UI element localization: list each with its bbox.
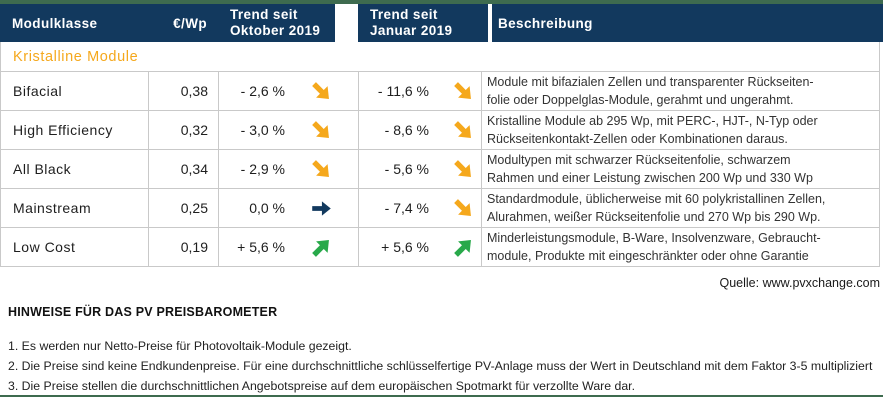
trend-down-icon [451,118,476,143]
module-name-cell: High Efficiency [13,122,113,138]
trend-up-icon [309,235,334,260]
trend-jan-cell: + 5,6 % [358,228,481,266]
trend-jan-cell: - 11,6 % [358,72,481,110]
description-cell: Kristalline Module ab 295 Wp, mit PERC-,… [481,111,879,149]
price-cell: 0,19 [148,228,218,266]
module-name-cell: Low Cost [13,239,76,255]
top-accent-bar [0,0,883,4]
trend-jan-value: - 5,6 % [384,161,429,177]
trend-flat-icon [309,196,334,221]
note-item-2: 2. Die Preise sind keine Endkundenpreise… [8,359,873,373]
description-cell: Standardmodule, üblicherweise mit 60 pol… [481,189,879,227]
trend-oct-value: + 5,6 % [237,239,285,255]
trend-down-icon [309,118,334,143]
table-row: Low Cost 0,19 + 5,6 % + 5,6 % Minderleis… [1,228,879,267]
table-row: High Efficiency 0,32 - 3,0 % - 8,6 % Kri… [1,111,879,150]
module-rows: Bifacial 0,38 - 2,6 % - 11,6 % Module mi… [1,72,879,267]
trend-down-icon [451,79,476,104]
description-cell: Modultypen mit schwarzer Rückseitenfolie… [481,150,879,188]
module-name-cell: Mainstream [13,200,92,216]
trend-oct-cell: 0,0 % [218,189,358,227]
trend-oct-value: - 3,0 % [240,122,285,138]
table-row: Bifacial 0,38 - 2,6 % - 11,6 % Module mi… [1,72,879,111]
price-cell: 0,38 [148,72,218,110]
trend-jan-cell: - 8,6 % [358,111,481,149]
section-header-kristalline-module: Kristalline Module [1,42,879,72]
header-gap [335,4,358,42]
bottom-accent-line [0,395,883,397]
price-cell: 0,34 [148,150,218,188]
table-row: All Black 0,34 - 2,9 % - 5,6 % Modultype… [1,150,879,189]
notes-heading: HINWEISE FÜR DAS PV PREISBAROMETER [8,305,278,319]
trend-jan-cell: - 7,4 % [358,189,481,227]
trend-down-icon [309,79,334,104]
price-cell: 0,32 [148,111,218,149]
note-item-1: 1. Es werden nur Netto-Preise für Photov… [8,339,352,353]
column-header-beschreibung: Beschreibung [492,4,883,42]
description-cell: Module mit bifazialen Zellen und transpa… [481,72,879,110]
note-item-3: 3. Die Preise stellen die durchschnittli… [8,379,636,393]
trend-oct-value: 0,0 % [249,200,285,216]
column-header-modulklasse: Modulklasse [12,15,98,31]
trend-oct-cell: - 2,9 % [218,150,358,188]
module-name-cell: All Black [13,161,72,177]
trend-jan-value: + 5,6 % [381,239,429,255]
trend-jan-value: - 8,6 % [384,122,429,138]
trend-oct-cell: + 5,6 % [218,228,358,266]
column-header-trend-oct: Trend seit Oktober 2019 [230,7,321,38]
trend-up-icon [451,235,476,260]
module-table: Kristalline Module Bifacial 0,38 - 2,6 %… [0,42,880,267]
table-row: Mainstream 0,25 0,0 % - 7,4 % Standardmo… [1,189,879,228]
header-block-left: Modulklasse €/Wp Trend seit Oktober 2019 [0,4,335,42]
column-header-trend-jan: Trend seit Januar 2019 [358,4,488,42]
table-header-row: Modulklasse €/Wp Trend seit Oktober 2019… [0,4,883,42]
trend-oct-cell: - 2,6 % [218,72,358,110]
trend-down-icon [451,196,476,221]
trend-jan-value: - 7,4 % [384,200,429,216]
source-text: Quelle: www.pvxchange.com [719,276,881,290]
column-header-price: €/Wp [173,15,207,31]
trend-oct-cell: - 3,0 % [218,111,358,149]
header-gap [488,4,492,42]
trend-down-icon [309,157,334,182]
description-cell: Minderleistungsmodule, B-Ware, Insolvenz… [481,228,879,266]
trend-oct-value: - 2,6 % [240,83,285,99]
trend-jan-value: - 11,6 % [377,83,429,99]
price-cell: 0,25 [148,189,218,227]
trend-down-icon [451,157,476,182]
notes-list: 1. Es werden nur Netto-Preise für Photov… [8,336,883,396]
trend-oct-value: - 2,9 % [240,161,285,177]
trend-jan-cell: - 5,6 % [358,150,481,188]
module-name-cell: Bifacial [13,83,63,99]
